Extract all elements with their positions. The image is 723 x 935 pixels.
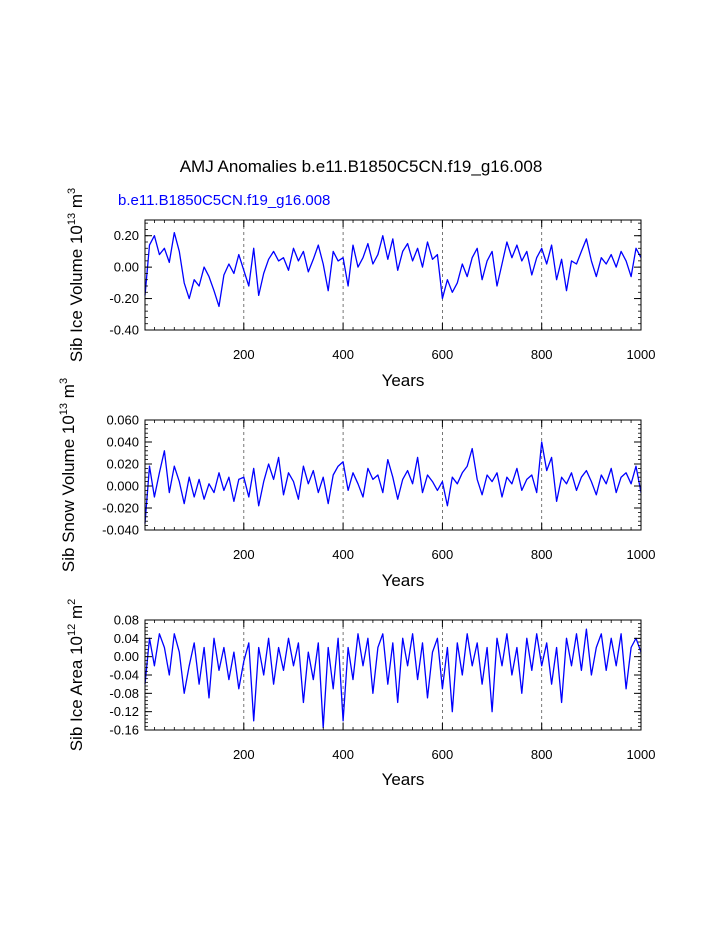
- y-axis-label-superscript: 3: [66, 188, 78, 194]
- y-tick-label: -0.16: [109, 723, 139, 738]
- y-axis-label-part: Sib Snow Volume 10: [59, 415, 78, 572]
- series-line-0: [144, 231, 642, 308]
- y-axis-label-superscript: 13: [58, 403, 70, 415]
- y-tick-label: 0.00: [114, 649, 139, 664]
- x-tick-label: 800: [531, 347, 553, 362]
- x-tick-label: 600: [432, 547, 454, 562]
- y-tick-label: -0.020: [102, 501, 139, 516]
- y-axis-label-superscript: 13: [66, 213, 78, 225]
- plot-frame: [144, 219, 642, 331]
- x-axis-label: Years: [382, 770, 425, 789]
- y-tick-label: 0.00: [114, 260, 139, 275]
- plot-frame: [144, 619, 642, 731]
- x-tick-label: 200: [233, 347, 255, 362]
- x-tick-label: 1000: [627, 347, 656, 362]
- x-tick-label: 800: [531, 747, 553, 762]
- x-tick-label: 800: [531, 547, 553, 562]
- y-tick-label: 0.020: [106, 457, 139, 472]
- y-axis-label-superscript: 2: [66, 599, 78, 605]
- y-tick-label: 0.08: [114, 613, 139, 628]
- x-tick-label: 200: [233, 747, 255, 762]
- x-tick-label: 400: [332, 747, 354, 762]
- panel-ice-area: -0.16 -0.12 -0.08 -0.04 0.00 0.04 0.08 200 400 60…: [66, 599, 655, 789]
- y-axis-label: Sib Ice Volume 1013 m3: [66, 188, 86, 362]
- y-axis-label-superscript: 3: [58, 378, 70, 384]
- y-axis-label-part: Sib Ice Area 10: [67, 636, 86, 751]
- y-axis-label-part: Sib Ice Volume 10: [67, 225, 86, 362]
- y-axis-label: Sib Ice Area 1012 m2: [66, 599, 86, 752]
- x-tick-label: 1000: [627, 747, 656, 762]
- y-axis-label-superscript: 12: [66, 624, 78, 636]
- x-tick-label: 600: [432, 347, 454, 362]
- y-tick-label: -0.12: [109, 704, 139, 719]
- y-tick-label: 0.040: [106, 435, 139, 450]
- x-tick-label: 400: [332, 347, 354, 362]
- y-axis-label-part: m: [67, 194, 86, 213]
- y-tick-label: 0.04: [114, 631, 139, 646]
- series-line-0: [144, 628, 642, 729]
- panel-ice-volume: -0.40 -0.20 0.00 0.20 200 400 600 800 1000 Years S…: [66, 188, 655, 390]
- y-axis-label-part: m: [67, 605, 86, 624]
- x-tick-label: 600: [432, 747, 454, 762]
- y-tick-label: -0.40: [109, 323, 139, 338]
- series-legend-label: b.e11.B1850C5CN.f19_g16.008: [118, 192, 330, 209]
- x-axis-label: Years: [382, 571, 425, 590]
- panels: -0.40 -0.20 0.00 0.20 200 400 600 800 1000 Years S…: [58, 188, 655, 789]
- x-tick-label: 200: [233, 547, 255, 562]
- y-tick-label: 0.060: [106, 413, 139, 428]
- series-line-0: [144, 441, 642, 524]
- x-tick-label: 1000: [627, 547, 656, 562]
- y-tick-label: -0.040: [102, 523, 139, 538]
- y-tick-label: -0.04: [109, 668, 139, 683]
- y-tick-label: 0.20: [114, 228, 139, 243]
- y-tick-label: -0.20: [109, 291, 139, 306]
- y-tick-label: -0.08: [109, 686, 139, 701]
- panel-snow-volume: -0.040 -0.020 0.000 0.020 0.040 0.060 200 400 60…: [58, 378, 655, 590]
- y-tick-label: 0.000: [106, 479, 139, 494]
- x-axis-label: Years: [382, 371, 425, 390]
- x-tick-label: 400: [332, 547, 354, 562]
- chart-title: AMJ Anomalies b.e11.B1850C5CN.f19_g16.00…: [180, 157, 543, 176]
- y-axis-label-part: m: [59, 384, 78, 403]
- y-axis-label: Sib Snow Volume 1013 m3: [58, 378, 78, 572]
